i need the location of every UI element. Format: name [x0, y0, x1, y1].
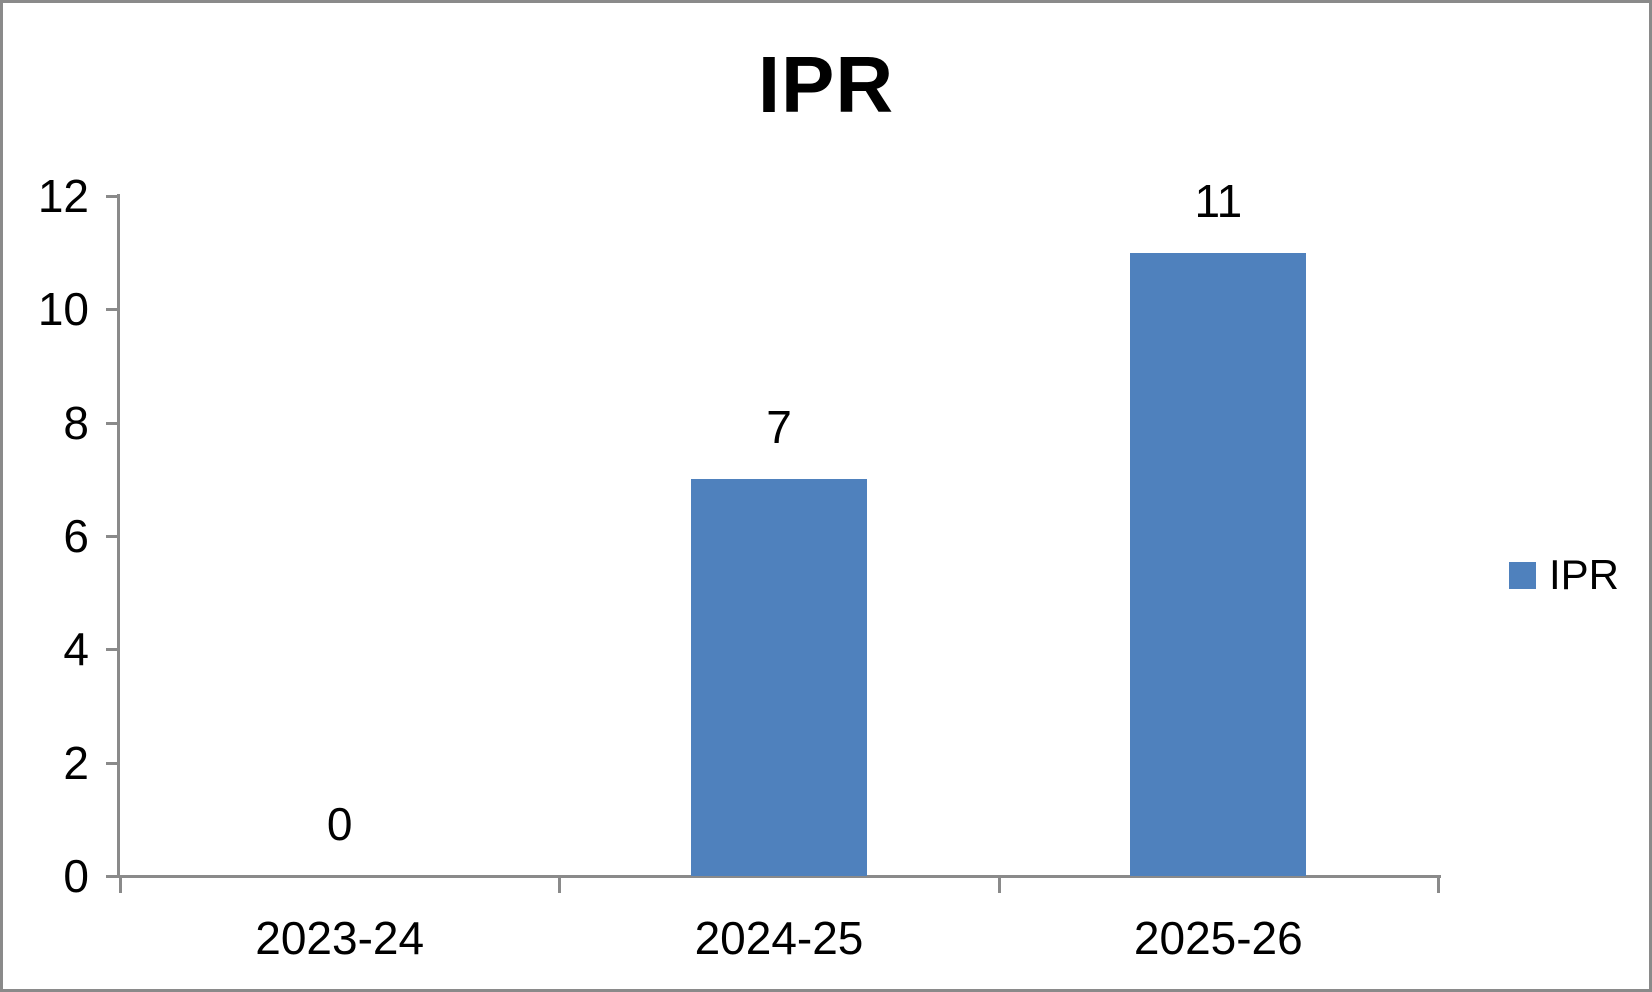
x-axis-tick — [997, 876, 1001, 893]
x-axis-tick — [558, 876, 562, 893]
bar-2024-25 — [691, 479, 867, 876]
y-axis-tick-label: 2 — [63, 736, 89, 789]
y-axis-tick — [106, 535, 120, 538]
y-axis-tick-label: 6 — [63, 510, 89, 562]
x-axis-category-label: 2023-24 — [255, 912, 425, 964]
y-axis-tick — [106, 195, 120, 198]
bar-2025-26 — [1130, 252, 1307, 876]
data-label: 7 — [766, 401, 792, 454]
legend-label: IPR — [1549, 551, 1620, 598]
y-axis-tick-label: 8 — [63, 396, 89, 449]
x-axis-category-label: 2024-25 — [694, 912, 864, 964]
x-axis-category-label: 2025-26 — [1133, 912, 1303, 964]
y-axis-tick-label: 10 — [37, 283, 89, 336]
y-axis-tick-label: 0 — [63, 850, 89, 902]
x-axis-line — [117, 875, 1441, 878]
data-label: 11 — [1194, 174, 1243, 227]
x-axis-tick — [1437, 876, 1440, 893]
y-axis-tick — [106, 875, 120, 878]
y-axis-tick — [106, 648, 120, 652]
chart-title: IPR — [757, 40, 895, 129]
y-axis-tick — [106, 308, 120, 312]
legend-color-swatch — [1509, 561, 1536, 589]
legend: IPR — [1509, 553, 1619, 597]
y-axis-tick — [106, 421, 120, 425]
y-axis-tick — [106, 761, 120, 765]
data-label: 0 — [326, 798, 353, 850]
y-axis-tick-label: 4 — [63, 623, 89, 676]
y-axis-tick-label: 12 — [37, 170, 89, 222]
x-axis-tick — [119, 876, 122, 893]
